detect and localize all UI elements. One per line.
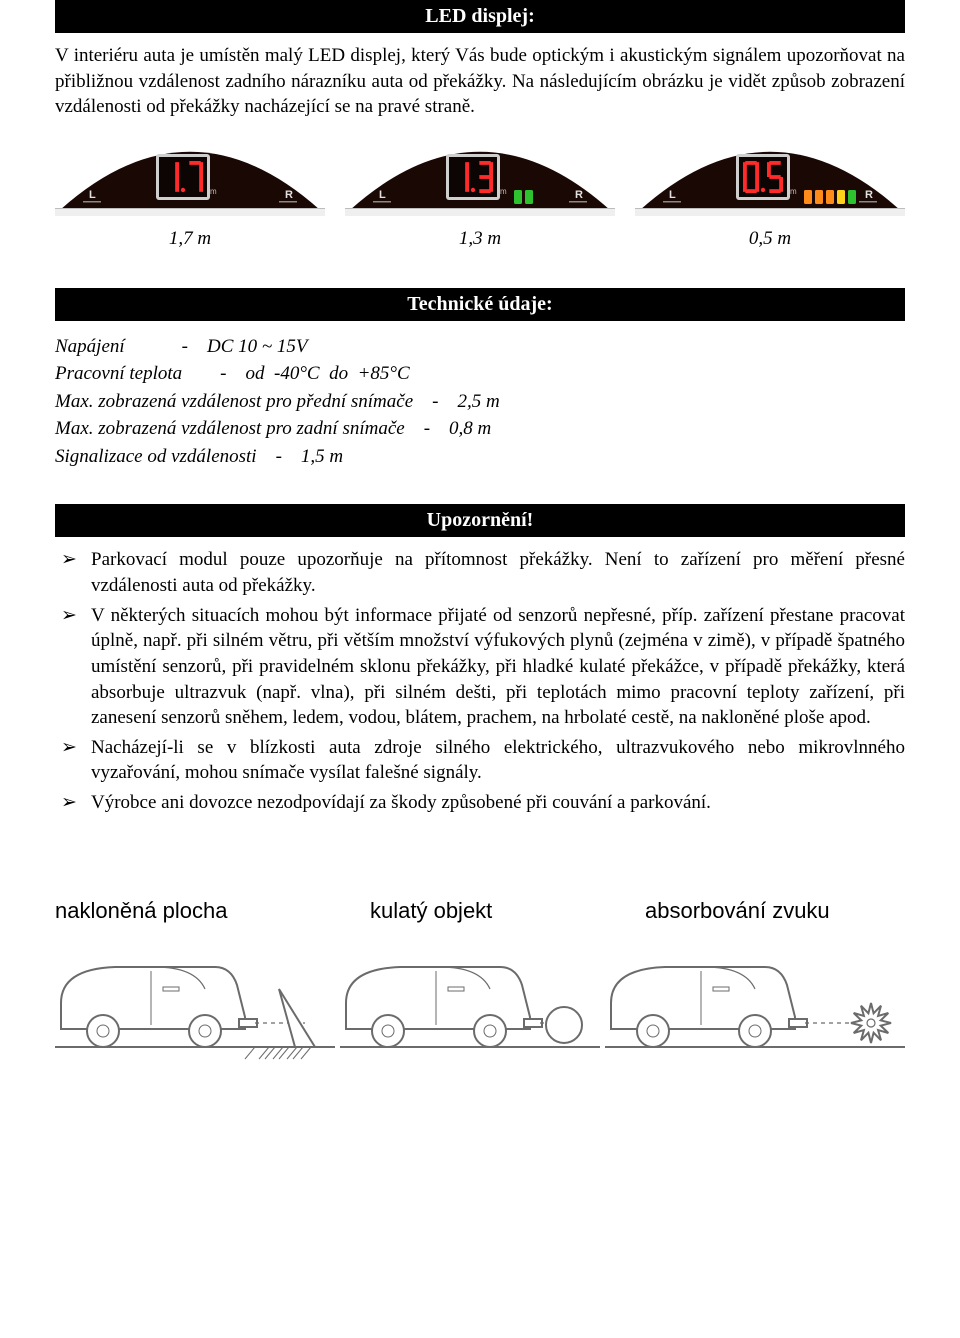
svg-text:R: R <box>285 189 293 201</box>
bullet-text: V některých situacích mohou být informac… <box>91 603 905 731</box>
spec-line: Napájení - DC 10 ~ 15V <box>55 333 905 361</box>
svg-text:R: R <box>575 189 583 201</box>
display-unit-3: L Rm <box>635 144 905 216</box>
spec-line: Signalizace od vzdálenosti - 1,5 m <box>55 443 905 471</box>
illustration-3 <box>605 939 905 1061</box>
spec-line: Pracovní teplota - od -40°C do +85°C <box>55 360 905 388</box>
svg-text:m: m <box>500 187 507 196</box>
bullet-marker-icon: ➢ <box>55 547 91 598</box>
illustration-1 <box>55 939 335 1061</box>
specs-block: Napájení - DC 10 ~ 15VPracovní teplota -… <box>55 333 905 471</box>
bottom-label-2: kulatý objekt <box>370 896 570 926</box>
display-unit-2: L Rm <box>345 144 615 216</box>
bullet-text: Parkovací modul pouze upozorňuje na přít… <box>91 547 905 598</box>
svg-text:m: m <box>210 187 217 196</box>
bullet-marker-icon: ➢ <box>55 735 91 786</box>
section-header-led: LED displej: <box>55 0 905 33</box>
bullet-marker-icon: ➢ <box>55 790 91 816</box>
illustration-row <box>55 939 905 1061</box>
spec-line: Max. zobrazená vzdálenost pro zadní sním… <box>55 415 905 443</box>
bullet-item: ➢V některých situacích mohou být informa… <box>55 603 905 731</box>
display-unit-1: L Rm <box>55 144 325 216</box>
section-header-specs: Technické údaje: <box>55 288 905 321</box>
bullet-text: Výrobce ani dovozce nezodpovídají za ško… <box>91 790 905 816</box>
spec-line: Max. zobrazená vzdálenost pro přední sní… <box>55 388 905 416</box>
illustration-2 <box>340 939 600 1061</box>
bottom-label-1: nakloněná plocha <box>55 896 295 926</box>
paragraph-led: V interiéru auta je umístěn malý LED dis… <box>55 43 905 120</box>
bullet-list: ➢Parkovací modul pouze upozorňuje na pří… <box>55 547 905 815</box>
svg-text:L: L <box>379 189 386 201</box>
display-label-3: 0,5 m <box>635 226 905 252</box>
display-label-1: 1,7 m <box>55 226 325 252</box>
svg-text:m: m <box>790 187 797 196</box>
display-labels-row: 1,7 m 1,3 m 0,5 m <box>55 226 905 252</box>
svg-text:L: L <box>89 189 96 201</box>
section-header-warning: Upozornění! <box>55 504 905 537</box>
bullet-marker-icon: ➢ <box>55 603 91 731</box>
bottom-labels-row: nakloněná plocha kulatý objekt absorbová… <box>55 896 905 926</box>
bottom-label-3: absorbování zvuku <box>645 896 905 926</box>
svg-text:L: L <box>669 189 676 201</box>
display-row: L Rm L Rm L Rm <box>55 144 905 216</box>
svg-text:R: R <box>865 189 873 201</box>
bullet-item: ➢Výrobce ani dovozce nezodpovídají za šk… <box>55 790 905 816</box>
bullet-item: ➢Nacházejí-li se v blízkosti auta zdroje… <box>55 735 905 786</box>
bullet-text: Nacházejí-li se v blízkosti auta zdroje … <box>91 735 905 786</box>
bullet-item: ➢Parkovací modul pouze upozorňuje na pří… <box>55 547 905 598</box>
display-label-2: 1,3 m <box>345 226 615 252</box>
